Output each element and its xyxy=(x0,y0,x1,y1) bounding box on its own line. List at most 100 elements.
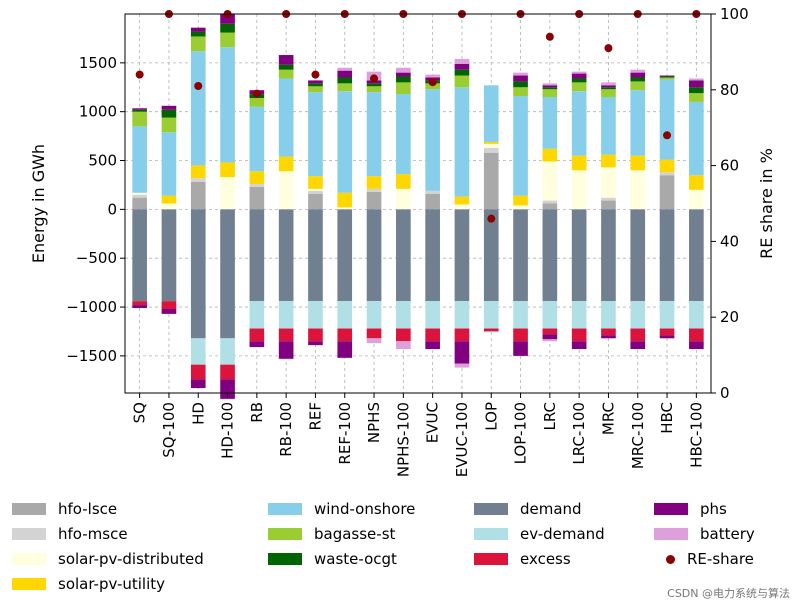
bar-segment-phs xyxy=(689,341,704,350)
bar-segment-ev-demand xyxy=(220,338,235,365)
bar-segment-demand xyxy=(659,209,675,302)
bar-segment-waste-ocgt xyxy=(454,69,470,76)
y-tick-label: −1500 xyxy=(66,347,117,365)
bar-segment-waste-ocgt xyxy=(337,77,353,84)
legend-item-hfo-lsce: hfo-lsce xyxy=(12,498,117,520)
bar-segment-ev-demand xyxy=(308,301,323,329)
bar-segment-solar-pv-distributed xyxy=(513,205,528,210)
bar-segment-excess xyxy=(366,328,382,339)
legend-swatch xyxy=(268,553,302,565)
bar-segment-waste-ocgt xyxy=(396,76,411,83)
bar-segment-phs xyxy=(220,379,235,399)
bar-segment-phs xyxy=(454,341,470,364)
bar-segment-demand xyxy=(689,209,704,302)
y-axis-label: Energy in GWh xyxy=(29,144,48,263)
bar-segment-wind-onshore xyxy=(630,90,646,156)
bar-segment-phs xyxy=(454,63,470,70)
bar-segment-wind-onshore xyxy=(542,97,558,149)
bar-segment-solar-pv-utility xyxy=(483,141,499,144)
bar-segment-demand xyxy=(220,209,235,339)
x-tick-label: LOP-100 xyxy=(512,402,530,464)
bar-segment-demand xyxy=(513,209,528,302)
bar-segment-hfo-lsce xyxy=(425,193,440,210)
x-tick-label: LRC xyxy=(541,402,559,431)
x-tick-label: NPHS xyxy=(365,402,383,443)
legend-item-phs: phs xyxy=(654,498,727,520)
bar-segment-hfo-msce xyxy=(308,190,323,194)
bar-segment-wind-onshore xyxy=(454,87,470,197)
legend-item-wind-onshore: wind-onshore xyxy=(268,498,415,520)
bar-segment-ev-demand xyxy=(483,301,499,329)
bar-segment-ev-demand xyxy=(601,301,616,329)
bar-segment-bagasse-st xyxy=(161,117,177,133)
bar-segment-hfo-msce xyxy=(132,194,147,198)
bar-segment-solar-pv-utility xyxy=(601,154,616,168)
bar-segment-ev-demand xyxy=(278,301,294,329)
bar-segment-hfo-lsce xyxy=(659,175,675,210)
bar-segment-waste-ocgt xyxy=(542,87,558,90)
bar-segment-waste-ocgt xyxy=(308,83,323,87)
x-tick-label: SQ xyxy=(131,402,149,423)
legend-item-bagasse-st: bagasse-st xyxy=(268,523,395,545)
bar-segment-phs xyxy=(278,341,294,359)
bar-segment-battery xyxy=(542,339,558,342)
legend-item-RE-share: RE-share xyxy=(654,548,754,570)
bar-segment-phs xyxy=(220,14,235,24)
bar-segment-demand xyxy=(161,209,177,302)
bar-segment-bagasse-st xyxy=(337,83,353,92)
bar-segment-ev-demand xyxy=(542,301,558,329)
x-tick-label: NPHS-100 xyxy=(394,402,412,477)
legend-swatch xyxy=(268,528,302,540)
bar-segment-waste-ocgt xyxy=(132,109,147,112)
bar-segment-phs xyxy=(513,341,528,356)
re-share-point xyxy=(663,131,672,140)
bar-segment-phs xyxy=(249,341,265,348)
energy-chart: −1500 −1000 −500 0 500 1000 1500 0 20 40 60 80 100 SQ… xyxy=(29,5,776,477)
bar-segment-phs xyxy=(689,80,704,88)
x-tick-label: RB xyxy=(248,402,266,423)
y2-tick-label: 0 xyxy=(720,384,730,402)
bar-segment-battery xyxy=(396,67,411,73)
legend-label: bagasse-st xyxy=(314,525,396,543)
bar-segment-phs xyxy=(601,335,616,339)
re-share-point xyxy=(370,74,379,83)
re-share-point xyxy=(252,89,261,98)
legend-swatch xyxy=(474,528,508,540)
bar-segment-wind-onshore xyxy=(308,92,323,177)
y2-tick-label: 100 xyxy=(720,5,749,23)
bar-segment-phs xyxy=(278,55,294,65)
bar-segment-hfo-lsce xyxy=(483,152,499,210)
y-tick-label: −500 xyxy=(76,249,117,267)
bar-segment-waste-ocgt xyxy=(366,83,382,87)
bar-segment-excess xyxy=(190,364,206,380)
legend-swatch xyxy=(474,503,508,515)
bar-segment-ev-demand xyxy=(659,301,675,329)
bar-segment-battery xyxy=(366,338,382,344)
bar-segment-battery xyxy=(689,78,704,81)
bar-segment-solar-pv-distributed xyxy=(132,192,147,195)
bar-segment-solar-pv-utility xyxy=(689,175,704,190)
bar-segment-waste-ocgt xyxy=(513,81,528,88)
bar-segment-wind-onshore xyxy=(483,85,499,142)
bar-segment-excess xyxy=(396,328,411,342)
x-tick-label: MRC xyxy=(599,402,617,435)
bar-segment-solar-pv-distributed xyxy=(689,189,704,210)
bar-segment-demand xyxy=(483,209,499,302)
bar-segment-ev-demand xyxy=(366,301,382,329)
bar-segment-solar-pv-utility xyxy=(630,155,646,171)
bar-segment-solar-pv-utility xyxy=(366,176,382,189)
bar-segment-excess xyxy=(249,328,265,342)
bar-segment-waste-ocgt xyxy=(278,64,294,70)
bar-segment-battery xyxy=(425,74,440,78)
bar-segment-demand xyxy=(366,209,382,302)
bar-segment-phs xyxy=(161,308,177,314)
bar-segment-wind-onshore xyxy=(513,96,528,196)
bar-segment-wind-onshore xyxy=(366,92,382,177)
bar-segment-hfo-lsce xyxy=(308,193,323,210)
legend-label: excess xyxy=(520,550,571,568)
bar-segment-battery xyxy=(513,72,528,76)
bar-segment-hfo-msce xyxy=(425,190,440,194)
legend-label: battery xyxy=(700,525,755,543)
bar-segment-ev-demand xyxy=(630,301,646,329)
bar-segment-excess xyxy=(601,328,616,336)
